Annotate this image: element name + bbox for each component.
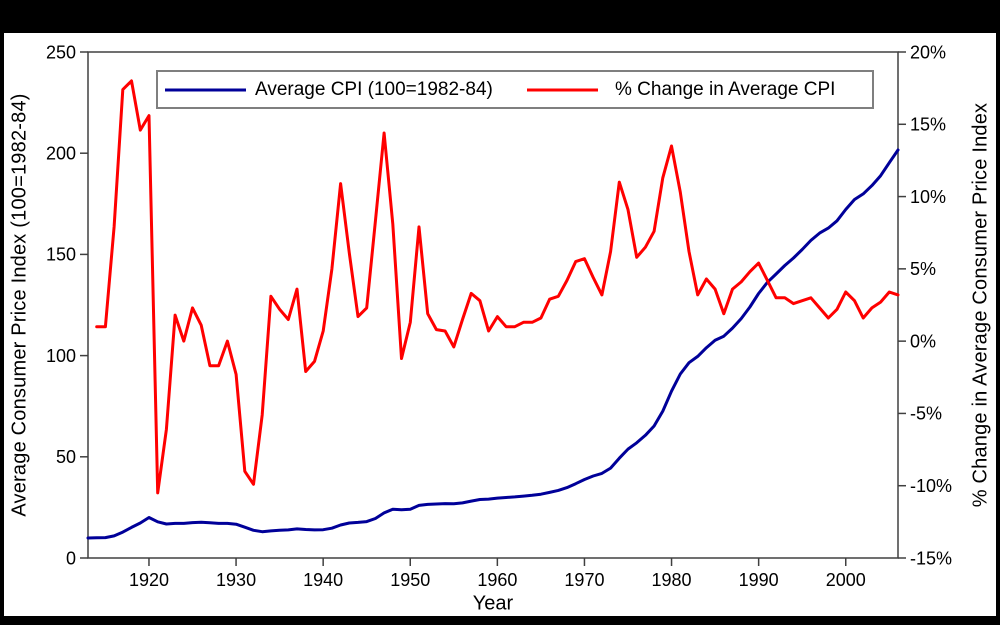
svg-text:150: 150 [46, 245, 76, 265]
svg-text:-10%: -10% [910, 476, 952, 496]
legend: Average CPI (100=1982-84) % Change in Av… [156, 70, 874, 109]
right-axis-title: % Change in Average Consumer Price Index [969, 102, 992, 508]
chart-panel [4, 33, 996, 616]
svg-text:-15%: -15% [910, 548, 952, 568]
svg-text:15%: 15% [910, 115, 946, 135]
svg-text:5%: 5% [910, 259, 936, 279]
svg-text:0: 0 [66, 548, 76, 568]
svg-text:250: 250 [46, 42, 76, 62]
svg-text:1990: 1990 [739, 570, 779, 590]
svg-text:1920: 1920 [129, 570, 169, 590]
legend-cpi-label: Average CPI (100=1982-84) [255, 79, 493, 100]
x-axis-title: Year [472, 592, 514, 615]
svg-text:100: 100 [46, 346, 76, 366]
legend-pct-change-label: % Change in Average CPI [615, 79, 836, 100]
svg-text:1940: 1940 [303, 570, 343, 590]
svg-text:1930: 1930 [216, 570, 256, 590]
svg-text:0%: 0% [910, 331, 936, 351]
legend-cpi-line-sample [165, 88, 246, 91]
svg-text:1980: 1980 [652, 570, 692, 590]
svg-text:1960: 1960 [477, 570, 517, 590]
svg-text:-5%: -5% [910, 404, 942, 424]
legend-pct-change-line-sample [527, 88, 598, 91]
svg-text:10%: 10% [910, 187, 946, 207]
svg-text:1970: 1970 [564, 570, 604, 590]
svg-text:2000: 2000 [826, 570, 866, 590]
svg-text:20%: 20% [910, 42, 946, 62]
left-axis-title: Average Consumer Price Index (100=1982-8… [8, 93, 31, 517]
svg-text:50: 50 [56, 447, 76, 467]
svg-text:1950: 1950 [390, 570, 430, 590]
svg-text:200: 200 [46, 144, 76, 164]
